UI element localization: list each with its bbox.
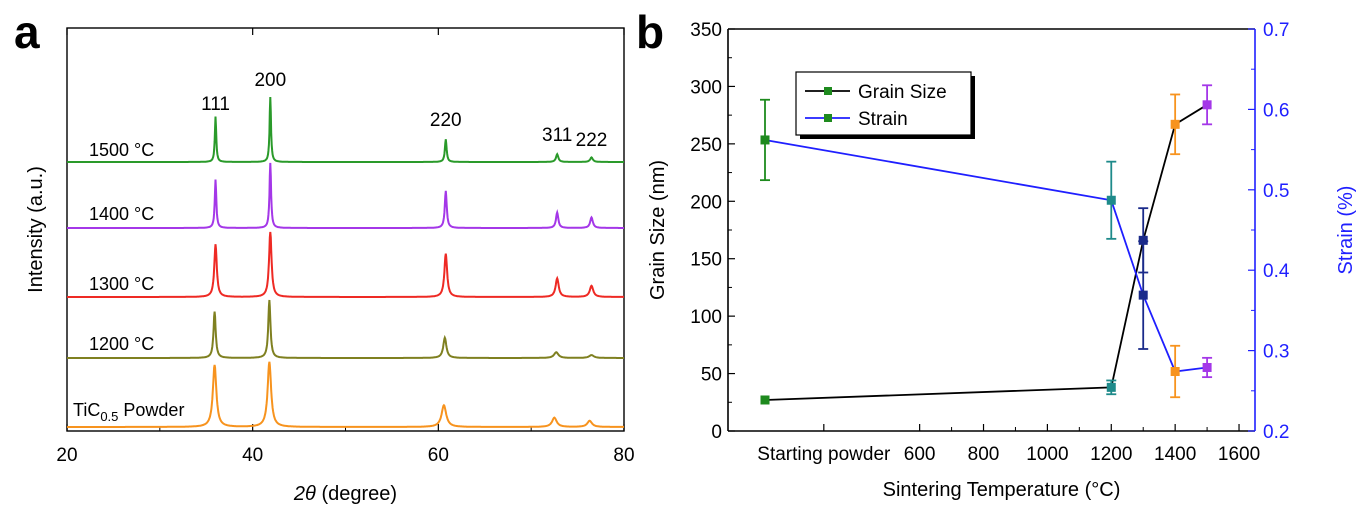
legend: Grain Size Strain (795, 71, 975, 139)
data-point (1138, 290, 1148, 300)
data-point (1106, 382, 1116, 392)
x-tick-label: 1400 (1154, 444, 1196, 465)
y-left-tick-label: 300 (690, 77, 722, 98)
plot-frame (66, 27, 625, 432)
y-left-tick-label: 250 (690, 135, 722, 156)
data-point (1202, 100, 1212, 110)
pattern-line (67, 231, 624, 298)
x-axis-label: Sintering Temperature (°C) (883, 479, 1121, 501)
data-point (1138, 235, 1148, 245)
y-left-tick-label: 0 (711, 422, 722, 443)
xrd-plot: 20 40 60 80 2θ (degree) Intensity (a.u.) TiC0.… (25, 27, 635, 505)
data-point (1202, 362, 1212, 372)
x-tick-label: 1600 (1218, 444, 1260, 465)
peak-label: 222 (576, 130, 608, 151)
y-right-tick-label: 0.4 (1263, 261, 1290, 282)
legend-marker (824, 87, 832, 95)
pattern-line (67, 299, 624, 359)
y-left-tick-label: 200 (690, 192, 722, 213)
data-point (1170, 367, 1180, 377)
x-tick-label: 1200 (1090, 444, 1132, 465)
y-right-tick-label: 0.2 (1263, 422, 1289, 443)
legend-box (795, 71, 972, 136)
x-tick-label: 40 (242, 445, 263, 466)
x-tick-label: 800 (968, 444, 1000, 465)
y-right-tick-label: 0.3 (1263, 342, 1289, 363)
x-tick-label: 600 (904, 444, 936, 465)
series-label: TiC0.5 Powder (73, 400, 184, 424)
peak-label: 220 (430, 110, 462, 131)
y-right-tick-label: 0.5 (1263, 181, 1289, 202)
data-point (1106, 195, 1116, 205)
pattern-line (67, 96, 624, 163)
series-label: 1500 °C (89, 140, 154, 160)
pattern-line (67, 361, 624, 428)
panel-label-a: a (14, 6, 40, 58)
y-left-tick-label: 50 (701, 365, 722, 386)
y-right-axis-label: Strain (%) (1335, 186, 1357, 275)
series-line (764, 104, 1208, 401)
data-point (760, 395, 770, 405)
x-tick-label: 1000 (1026, 444, 1068, 465)
peak-label: 111 (201, 94, 230, 115)
data-point (760, 135, 770, 145)
x-axis-label: 2θ (degree) (293, 483, 397, 505)
series-label: 1300 °C (89, 274, 154, 294)
y-left-tick-label: 100 (690, 307, 722, 328)
x-tick-label: 60 (428, 445, 449, 466)
peak-label: 200 (254, 70, 286, 91)
y-left-tick-label: 150 (690, 250, 722, 271)
y-right-tick-label: 0.7 (1263, 20, 1289, 41)
series-label: 1200 °C (89, 334, 154, 354)
pattern-line (67, 162, 624, 229)
x-tick-label: 80 (613, 445, 634, 466)
y-axis-label: Intensity (a.u.) (25, 166, 47, 293)
grain-strain-plot: 0 50 100 150 200 250 300 350 0.2 0.3 0.4 0.5 0.6 0.7 S… (647, 20, 1357, 501)
y-left-tick-label: 350 (690, 20, 722, 41)
data-point (1170, 119, 1180, 129)
y-left-axis-label: Grain Size (nm) (647, 160, 669, 300)
legend-label: Grain Size (858, 82, 947, 103)
y-right-tick-label: 0.6 (1263, 100, 1289, 121)
panel-label-b: b (636, 6, 664, 58)
x-tick-label: 20 (56, 445, 77, 466)
legend-marker (824, 114, 832, 122)
legend-label: Strain (858, 109, 908, 130)
x-tick-label: Starting powder (757, 444, 891, 465)
series-label: 1400 °C (89, 204, 154, 224)
peak-label: 311 (542, 125, 572, 146)
